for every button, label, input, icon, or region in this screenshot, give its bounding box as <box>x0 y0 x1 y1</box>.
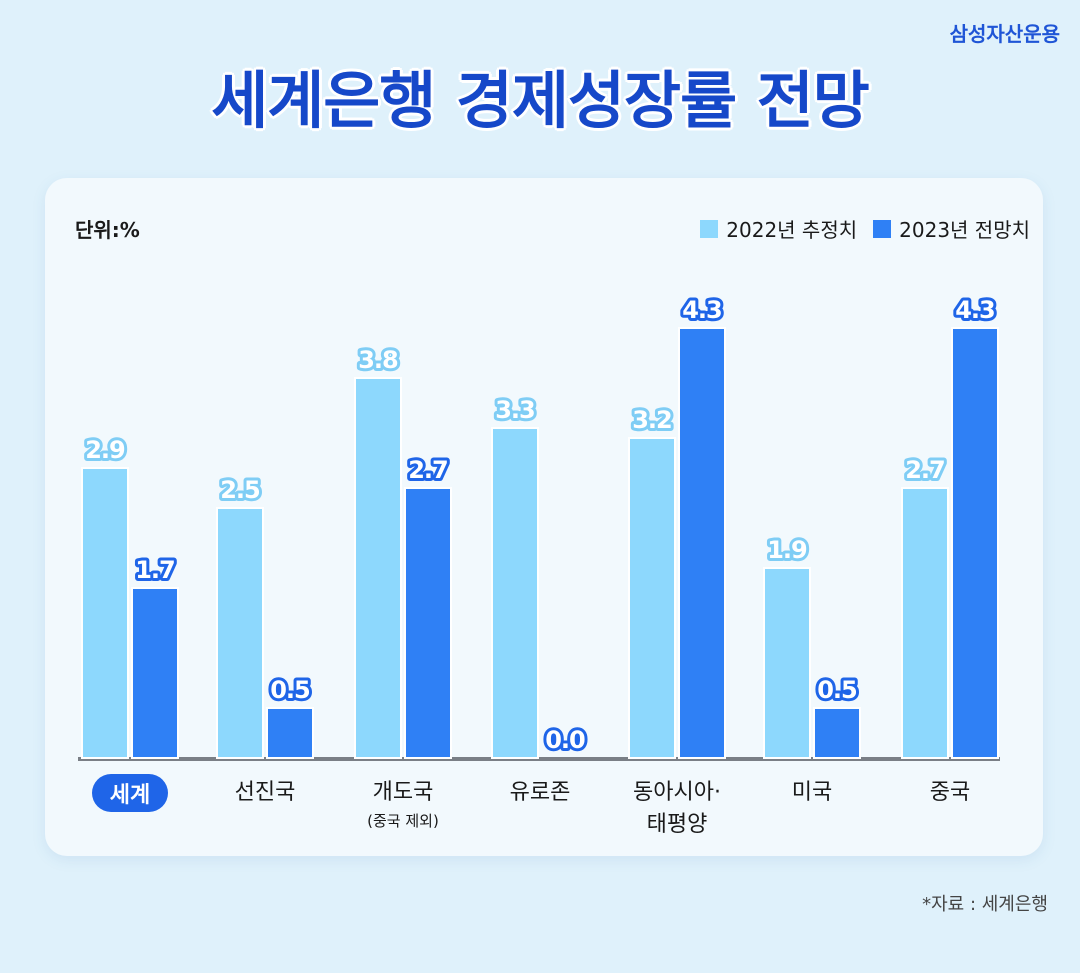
data-label-2022-2: 3.8 <box>358 346 398 374</box>
category-label-main: 개도국 <box>372 780 434 805</box>
legend-label-2022: 2022년 추정치 <box>726 218 858 242</box>
legend-swatch-2022 <box>700 219 719 238</box>
category-label: 세계 <box>60 774 200 812</box>
legend-item-2023: 2023년 전망치 <box>873 214 1030 243</box>
data-label-2022-1: 2.5 <box>220 476 260 504</box>
category-label: 선진국 <box>195 774 335 806</box>
category-label-main: 유로존 <box>509 780 571 805</box>
category-label-main: 세계 <box>91 774 169 812</box>
data-label-2023-6: 4.3 <box>955 296 995 324</box>
bar-2023-5 <box>813 707 861 759</box>
data-label-2022-5: 1.9 <box>767 536 807 564</box>
data-label-2022-4: 3.2 <box>632 406 672 434</box>
data-label-2022-6: 2.7 <box>905 456 945 484</box>
bar-2023-6 <box>951 327 999 759</box>
bar-2022-0 <box>81 467 129 759</box>
chart-card <box>45 178 1043 856</box>
data-label-2023-2: 2.7 <box>408 456 448 484</box>
legend-swatch-2023 <box>873 219 892 238</box>
category-label-main: 선진국 <box>234 780 296 805</box>
chart-legend: 2022년 추정치 2023년 전망치 <box>700 214 1030 243</box>
category-label-sub: (중국 제외) <box>367 812 439 830</box>
brand-logo-text: 삼성자산운용 <box>949 22 1060 46</box>
category-label-main: 미국 <box>791 780 833 805</box>
bar-2022-6 <box>901 487 949 759</box>
data-label-2023-0: 1.7 <box>135 556 175 584</box>
category-label: 유로존 <box>470 774 610 806</box>
bar-2022-5 <box>763 567 811 759</box>
data-label-2023-4: 4.3 <box>682 296 722 324</box>
category-label: 개도국 (중국 제외) <box>333 774 473 831</box>
source-note: *자료 : 세계은행 <box>922 894 1048 915</box>
category-label-main: 동아시아· <box>633 780 721 805</box>
bar-2023-4 <box>678 327 726 759</box>
page-title: 세계은행 경제성장률 전망 <box>211 64 870 137</box>
bar-2022-2 <box>354 377 402 759</box>
data-label-2023-1: 0.5 <box>270 676 310 704</box>
legend-label-2023: 2023년 전망치 <box>899 218 1030 242</box>
bar-2023-0 <box>131 587 179 759</box>
data-label-2023-5: 0.5 <box>817 676 857 704</box>
data-label-2022-0: 2.9 <box>85 436 125 464</box>
data-label-2022-3: 3.3 <box>495 396 535 424</box>
legend-item-2022: 2022년 추정치 <box>700 214 857 243</box>
bar-2022-4 <box>628 437 676 759</box>
category-label-main: 중국 <box>929 780 971 805</box>
bar-2023-1 <box>266 707 314 759</box>
category-label: 미국 <box>742 774 882 806</box>
category-label: 동아시아· 태평양 <box>607 774 747 838</box>
bar-2023-2 <box>404 487 452 759</box>
category-label-sub: 태평양 <box>646 812 708 837</box>
bar-2022-1 <box>216 507 264 759</box>
data-label-2023-3: 0.0 <box>545 726 585 754</box>
unit-label: 단위:% <box>75 218 140 242</box>
category-label: 중국 <box>880 774 1020 806</box>
bar-2022-3 <box>491 427 539 759</box>
